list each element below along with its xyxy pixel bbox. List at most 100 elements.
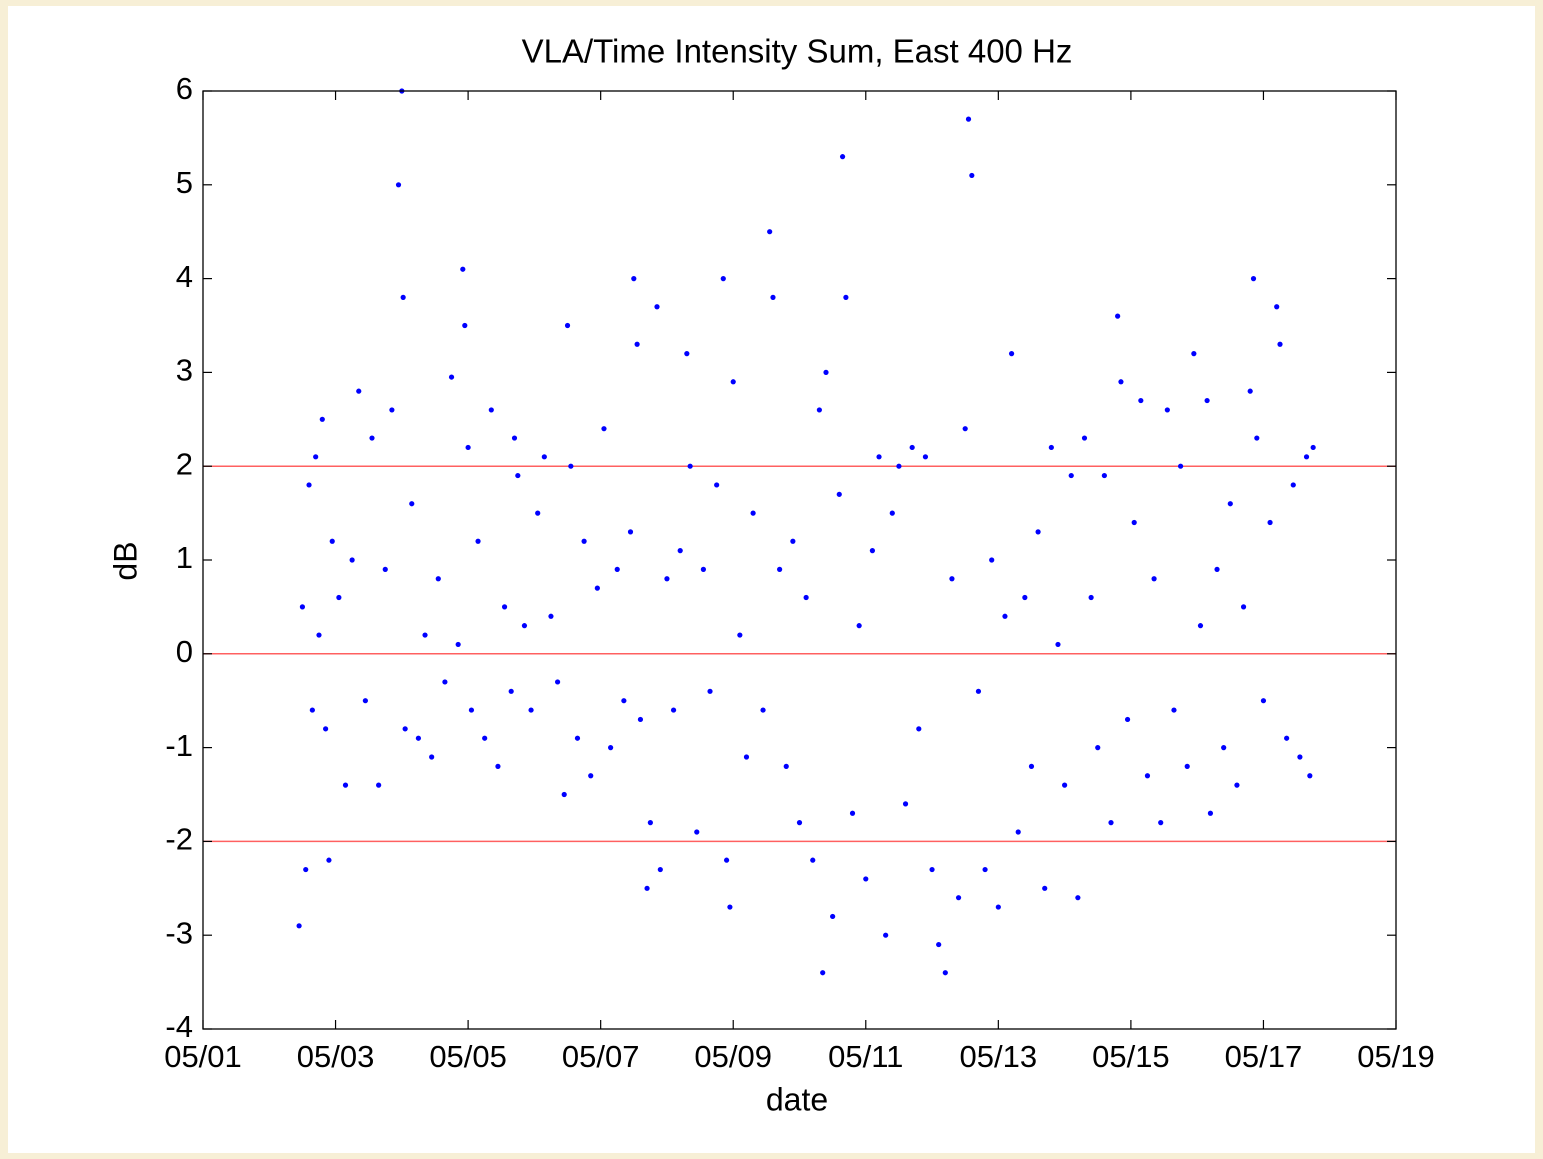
point bbox=[296, 923, 302, 929]
point bbox=[1197, 623, 1204, 629]
y-tick-label: -2 bbox=[165, 822, 193, 857]
point bbox=[1214, 566, 1220, 572]
point bbox=[1254, 435, 1260, 441]
point bbox=[916, 726, 922, 732]
y-tick-label: -3 bbox=[165, 915, 193, 950]
point bbox=[1138, 397, 1144, 404]
point bbox=[849, 810, 856, 816]
point bbox=[309, 707, 315, 713]
x-tick-label: 05/09 bbox=[694, 1039, 772, 1074]
point bbox=[1048, 444, 1054, 451]
point bbox=[1158, 820, 1164, 826]
point bbox=[770, 294, 776, 300]
point bbox=[415, 735, 422, 741]
point bbox=[1075, 895, 1081, 901]
y-tick-label: 2 bbox=[176, 446, 193, 481]
point bbox=[694, 829, 700, 835]
point bbox=[936, 941, 942, 948]
point bbox=[1290, 482, 1296, 488]
x-tick-label: 05/05 bbox=[429, 1039, 507, 1074]
point bbox=[455, 641, 461, 648]
point bbox=[1002, 613, 1008, 619]
point bbox=[760, 707, 766, 713]
point bbox=[1207, 810, 1214, 816]
point bbox=[975, 688, 982, 694]
point bbox=[574, 735, 581, 741]
point bbox=[1108, 820, 1114, 826]
point bbox=[554, 679, 561, 685]
point bbox=[737, 632, 743, 638]
point bbox=[743, 754, 750, 760]
point bbox=[687, 463, 693, 469]
point bbox=[362, 698, 368, 704]
point bbox=[1247, 388, 1253, 394]
point bbox=[303, 866, 309, 873]
point bbox=[1297, 754, 1303, 760]
point bbox=[511, 435, 518, 441]
point bbox=[521, 623, 528, 629]
point bbox=[1250, 276, 1257, 282]
point bbox=[561, 791, 567, 798]
point bbox=[501, 604, 508, 610]
point bbox=[720, 276, 726, 282]
y-tick-label: 4 bbox=[176, 259, 193, 294]
point bbox=[1151, 576, 1157, 582]
point bbox=[581, 538, 587, 544]
point bbox=[962, 426, 968, 432]
point bbox=[1310, 444, 1316, 451]
point bbox=[863, 876, 869, 882]
point bbox=[329, 538, 335, 544]
y-tick-label: 5 bbox=[176, 165, 193, 200]
point bbox=[803, 594, 809, 601]
point bbox=[1234, 782, 1240, 788]
point bbox=[465, 444, 471, 451]
point bbox=[1068, 472, 1074, 479]
point bbox=[541, 454, 547, 460]
point bbox=[614, 566, 620, 572]
point bbox=[1124, 716, 1131, 723]
point bbox=[889, 510, 895, 516]
point bbox=[657, 866, 663, 873]
point bbox=[601, 426, 607, 432]
point bbox=[1028, 763, 1035, 769]
point bbox=[1177, 463, 1184, 469]
point bbox=[1131, 519, 1137, 526]
plot-area bbox=[203, 91, 1396, 1029]
point bbox=[922, 454, 929, 460]
point bbox=[468, 707, 475, 713]
point bbox=[1101, 472, 1107, 479]
point bbox=[1118, 379, 1124, 385]
point bbox=[442, 679, 448, 685]
point bbox=[627, 529, 634, 535]
point bbox=[949, 576, 955, 582]
point bbox=[1144, 773, 1151, 779]
point bbox=[400, 294, 406, 300]
point bbox=[460, 266, 466, 272]
point bbox=[783, 763, 789, 769]
point bbox=[369, 435, 375, 441]
point bbox=[382, 566, 388, 572]
point bbox=[1303, 454, 1310, 460]
point bbox=[1221, 745, 1227, 751]
point bbox=[823, 369, 829, 375]
point bbox=[796, 820, 803, 826]
point bbox=[1081, 435, 1088, 441]
x-tick-label: 05/15 bbox=[1092, 1039, 1170, 1074]
point bbox=[631, 276, 637, 282]
point bbox=[1277, 341, 1283, 347]
point bbox=[376, 782, 382, 788]
point bbox=[621, 698, 627, 704]
point bbox=[902, 801, 909, 807]
point bbox=[830, 913, 836, 920]
point bbox=[462, 322, 468, 329]
point bbox=[909, 444, 915, 451]
x-tick-label: 05/19 bbox=[1357, 1039, 1435, 1074]
point bbox=[395, 182, 402, 188]
point bbox=[942, 970, 948, 976]
point bbox=[684, 351, 690, 357]
point bbox=[299, 604, 306, 610]
point bbox=[982, 866, 988, 873]
point bbox=[342, 782, 349, 788]
point bbox=[896, 463, 902, 469]
point bbox=[965, 116, 972, 122]
